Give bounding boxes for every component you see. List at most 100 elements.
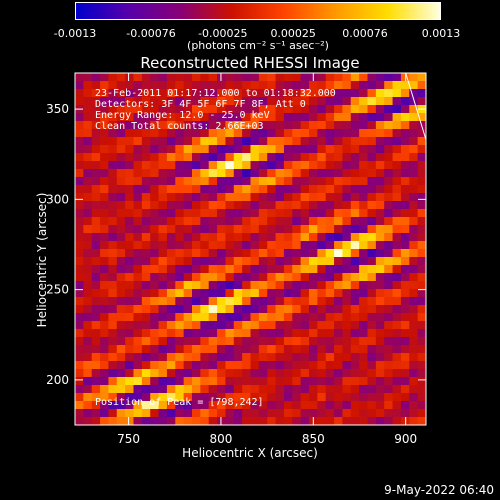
heatmap-cell [75,417,84,425]
heatmap-cell [267,241,277,250]
heatmap-cell [384,361,394,370]
heatmap-cell [367,225,377,234]
heatmap-cell [225,305,235,314]
heatmap-cell [150,393,160,402]
heatmap-cell [133,145,143,154]
heatmap-cell [359,329,369,338]
heatmap-cell [300,241,310,250]
heatmap-cell [283,217,293,226]
heatmap-cell [150,89,160,98]
heatmap-cell [350,249,360,258]
heatmap-cell [292,297,302,306]
heatmap-cell [83,153,93,162]
heatmap-cell [150,329,160,338]
heatmap-cell [125,185,135,194]
heatmap-cell [334,409,344,418]
heatmap-cell [342,169,352,178]
heatmap-cell [208,193,218,202]
heatmap-cell [150,321,160,330]
heatmap-cell [166,345,176,354]
heatmap-cell [267,129,277,138]
heatmap-cell [225,121,235,130]
heatmap-cell [283,185,293,194]
heatmap-cell [192,145,201,154]
heatmap-cell [359,97,369,106]
heatmap-cell [208,233,218,242]
heatmap-cell [384,409,394,418]
heatmap-cell [91,281,101,290]
heatmap-cell [83,265,93,274]
heatmap-cell [91,161,101,170]
heatmap-cell [317,225,327,234]
heatmap-cell [108,233,118,242]
heatmap-cell [217,321,227,330]
heatmap-cell [192,345,201,354]
heatmap-cell [91,153,101,162]
heatmap-cell [150,257,160,266]
heatmap-cell [250,361,260,370]
heatmap-cell [91,345,101,354]
heatmap-cell [141,321,151,330]
heatmap-cell [292,329,302,338]
heatmap-cell [350,265,360,274]
heatmap-cell [309,401,318,410]
heatmap-cell [342,233,352,242]
heatmap-cell [158,177,168,186]
heatmap-cell [108,201,118,210]
heatmap-cell [233,361,243,370]
heatmap-cell [108,337,118,346]
heatmap-cell [250,201,260,210]
heatmap-cell [250,353,260,362]
heatmap-cell [192,377,201,386]
heatmap-cell [175,153,185,162]
heatmap-cell [133,185,143,194]
heatmap-cell [208,137,218,146]
heatmap-cell [359,401,369,410]
heatmap-cell [217,129,227,138]
heatmap-cell [233,265,243,274]
heatmap-cell [175,409,185,418]
heatmap-cell [141,81,151,90]
heatmap-cell [175,249,185,258]
heatmap-cell [75,137,84,146]
heatmap-cell [309,81,318,90]
heatmap-cell [158,129,168,138]
heatmap-cell [334,281,344,290]
heatmap-cell [141,225,151,234]
heatmap-cell [384,265,394,274]
heatmap-cell [275,289,285,298]
heatmap-cell [417,313,426,322]
heatmap-cell [367,361,377,370]
heatmap-cell [309,225,318,234]
heatmap-cell [292,177,302,186]
heatmap-cell [317,257,327,266]
heatmap-cell [300,225,310,234]
heatmap-cell [108,409,118,418]
heatmap-cell [208,329,218,338]
heatmap-cell [375,377,385,386]
heatmap-cell [400,345,410,354]
heatmap-cell [100,321,110,330]
heatmap-cell [367,185,377,194]
heatmap-cell [141,201,151,210]
heatmap-cell [100,185,110,194]
heatmap-cell [384,113,394,122]
heatmap-cell [325,401,335,410]
heatmap-cell [359,145,369,154]
heatmap-cell [192,193,201,202]
heatmap-cell [166,353,176,362]
heatmap-cell [292,273,302,282]
heatmap-cell [225,385,235,394]
heatmap-cell [292,289,302,298]
heatmap-cell [200,89,210,98]
heatmap-cell [258,353,268,362]
heatmap-cell [342,89,352,98]
heatmap-cell [225,417,235,425]
heatmap-cell [325,129,335,138]
heatmap-cell [108,81,118,90]
heatmap-cell [91,169,101,178]
heatmap-cell [375,193,385,202]
heatmap-cell [417,81,426,90]
heatmap-cell [141,241,151,250]
heatmap-cell [75,385,84,394]
